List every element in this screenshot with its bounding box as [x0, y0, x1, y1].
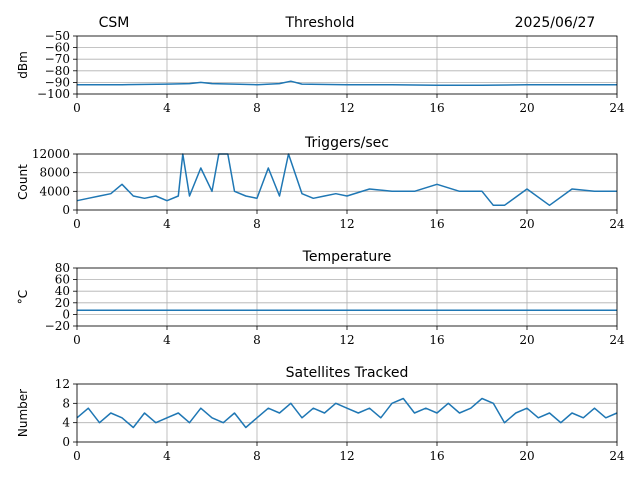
temperature-ytick-label-1: 0 [62, 307, 70, 321]
triggers-ytick-label-3: 12000 [32, 147, 70, 161]
threshold-ytick-label-3: −70 [45, 52, 70, 66]
threshold-ytick-label-5: −50 [45, 29, 70, 43]
satellites-xtick-label-5: 20 [519, 449, 534, 463]
satellites-xtick-label-4: 16 [429, 449, 444, 463]
threshold-ylabel: dBm [16, 51, 30, 79]
threshold-xtick-label-0: 0 [73, 101, 81, 115]
triggers-xtick-label-1: 4 [163, 217, 171, 231]
satellites-title: Satellites Tracked [286, 365, 409, 381]
triggers-xtick-label-3: 12 [339, 217, 354, 231]
threshold-xtick-label-2: 8 [253, 101, 261, 115]
threshold-xtick-label-4: 16 [429, 101, 444, 115]
triggers-xtick-label-0: 0 [73, 217, 81, 231]
triggers-xtick-label-4: 16 [429, 217, 444, 231]
triggers-xtick-label-6: 24 [609, 217, 625, 231]
threshold-panel: 0 4 8 12 16 20 24 −100−90−80−70−60−50 dBm [16, 29, 625, 115]
temperature-ytick-label-3: 40 [55, 284, 70, 298]
satellites-ytick-label-1: 4 [62, 416, 70, 430]
threshold-ytick-label-0: −100 [37, 87, 70, 101]
temperature-ytick-label-5: 80 [55, 261, 70, 275]
satellites-xtick-label-6: 24 [609, 449, 625, 463]
header-left: CSM [99, 15, 130, 31]
temperature-xtick-label-5: 20 [519, 333, 534, 347]
satellites-ytick-label-2: 8 [62, 396, 70, 410]
triggers-xtick-label-2: 8 [253, 217, 261, 231]
header-right: 2025/06/27 [515, 15, 596, 31]
threshold-xtick-label-5: 20 [519, 101, 534, 115]
triggers-panel: 0 4 8 12 16 20 24 0 4000 8000 12000 Triggers/sec Cou… [16, 135, 625, 231]
triggers-xtick-label-5: 20 [519, 217, 534, 231]
triggers-ylabel: Count [16, 164, 30, 200]
threshold-ytick-label-2: −80 [45, 64, 70, 78]
temperature-xtick-label-0: 0 [73, 333, 81, 347]
threshold-ytick-label-1: −90 [45, 75, 70, 89]
threshold-series-line-0 [77, 80, 617, 87]
threshold-xtick-label-1: 4 [163, 101, 171, 115]
triggers-series-line-0 [76, 153, 617, 207]
satellites-ytick-label-0: 0 [62, 435, 70, 449]
threshold-xtick-label-6: 24 [609, 101, 625, 115]
satellites-xtick-label-2: 8 [253, 449, 261, 463]
satellites-ylabel: Number [16, 389, 30, 437]
triggers-ytick-label-2: 8000 [39, 166, 70, 180]
temperature-ytick-label-0: −20 [45, 319, 70, 333]
temperature-title: Temperature [302, 249, 392, 265]
temperature-xtick-label-4: 16 [429, 333, 444, 347]
threshold-ytick-label-4: −60 [45, 41, 70, 55]
triggers-ytick-label-1: 4000 [39, 184, 70, 198]
threshold-xtick-label-3: 12 [339, 101, 354, 115]
satellites-panel: 0 4 8 12 16 20 24 0 4 8 12 Satellites Tracked Number [16, 365, 625, 463]
triggers-title: Triggers/sec [304, 135, 389, 151]
temperature-ylabel: °C [16, 290, 30, 304]
temperature-xtick-label-6: 24 [609, 333, 625, 347]
chart-panels: 0 4 8 12 16 20 24 −100−90−80−70−60−50 dBm 0 4 8 12 16… [16, 29, 625, 463]
satellites-xtick-label-1: 4 [163, 449, 171, 463]
satellites-xtick-label-0: 0 [73, 449, 81, 463]
header-center: Threshold [285, 15, 355, 31]
temperature-xtick-label-1: 4 [163, 333, 171, 347]
satellites-ytick-label-3: 12 [55, 377, 70, 391]
satellites-xtick-label-3: 12 [339, 449, 354, 463]
temperature-ytick-label-4: 60 [55, 273, 70, 287]
satellites-series-line-0 [76, 397, 618, 429]
temperature-xtick-label-3: 12 [339, 333, 354, 347]
temperature-xtick-label-2: 8 [253, 333, 261, 347]
temperature-ytick-label-2: 20 [55, 296, 70, 310]
triggers-ytick-label-0: 0 [62, 203, 70, 217]
